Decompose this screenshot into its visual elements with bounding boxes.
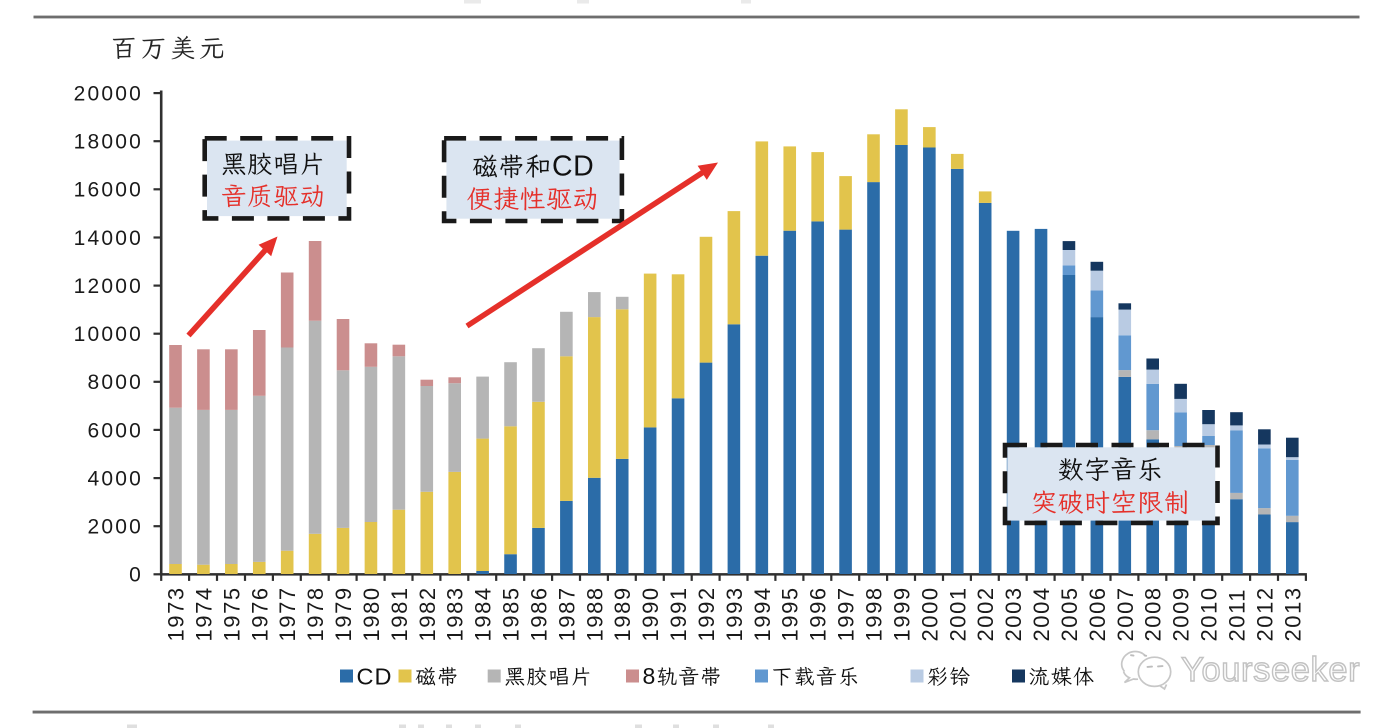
svg-text:20000: 20000	[74, 83, 143, 106]
svg-text:1995: 1995	[778, 586, 803, 641]
svg-text:2010: 2010	[1197, 586, 1222, 641]
svg-text:1991: 1991	[666, 586, 691, 641]
svg-text:6000: 6000	[87, 419, 143, 442]
svg-text:2007: 2007	[1113, 586, 1138, 641]
svg-text:2001: 2001	[945, 586, 970, 641]
svg-text:0: 0	[129, 564, 143, 587]
svg-text:Yourseeker: Yourseeker	[1181, 651, 1360, 689]
svg-text:1984: 1984	[471, 586, 496, 641]
svg-text:4000: 4000	[87, 468, 143, 491]
svg-text:1977: 1977	[275, 586, 300, 641]
svg-text:1980: 1980	[359, 586, 384, 641]
svg-text:1975: 1975	[219, 586, 244, 641]
svg-text:1974: 1974	[191, 586, 216, 641]
svg-text:2003: 2003	[1001, 586, 1026, 641]
svg-text:1997: 1997	[834, 586, 859, 641]
svg-text:8: 8	[643, 663, 656, 689]
svg-text:2009: 2009	[1169, 586, 1194, 641]
svg-text:1983: 1983	[443, 586, 468, 641]
svg-text:1987: 1987	[554, 586, 579, 641]
svg-text:1978: 1978	[303, 586, 328, 641]
svg-text:2008: 2008	[1141, 586, 1166, 641]
svg-text:10000: 10000	[74, 323, 143, 346]
svg-text:2011: 2011	[1225, 588, 1250, 642]
svg-text:1986: 1986	[527, 586, 552, 641]
svg-text:1976: 1976	[247, 586, 272, 641]
svg-text:16000: 16000	[74, 179, 143, 202]
svg-text:1979: 1979	[331, 586, 356, 641]
svg-text:CD: CD	[552, 150, 594, 182]
svg-text:1990: 1990	[638, 586, 663, 641]
svg-text:CD: CD	[357, 663, 393, 689]
svg-text:1988: 1988	[582, 586, 607, 641]
svg-text:1992: 1992	[694, 586, 719, 641]
svg-text:8000: 8000	[87, 371, 143, 394]
svg-text:1993: 1993	[722, 586, 747, 641]
svg-text:1982: 1982	[415, 586, 440, 641]
svg-text:1996: 1996	[806, 586, 831, 641]
svg-text:2002: 2002	[973, 586, 998, 641]
svg-text:1981: 1981	[387, 586, 412, 641]
svg-text:2005: 2005	[1057, 586, 1082, 641]
svg-text:2006: 2006	[1085, 586, 1110, 641]
svg-text:1998: 1998	[862, 586, 887, 641]
svg-text:1989: 1989	[610, 586, 635, 641]
svg-text:18000: 18000	[74, 131, 143, 154]
svg-text:1985: 1985	[499, 586, 524, 641]
svg-text:12000: 12000	[74, 275, 143, 298]
svg-text:2004: 2004	[1029, 586, 1054, 641]
svg-text:2000: 2000	[87, 516, 143, 539]
svg-text:2013: 2013	[1280, 586, 1305, 641]
svg-text:1973: 1973	[164, 586, 189, 641]
svg-text:2012: 2012	[1252, 586, 1277, 641]
svg-text:1999: 1999	[889, 586, 914, 641]
svg-text:2000: 2000	[917, 586, 942, 641]
svg-text:1994: 1994	[750, 586, 775, 641]
svg-text:14000: 14000	[74, 227, 143, 250]
